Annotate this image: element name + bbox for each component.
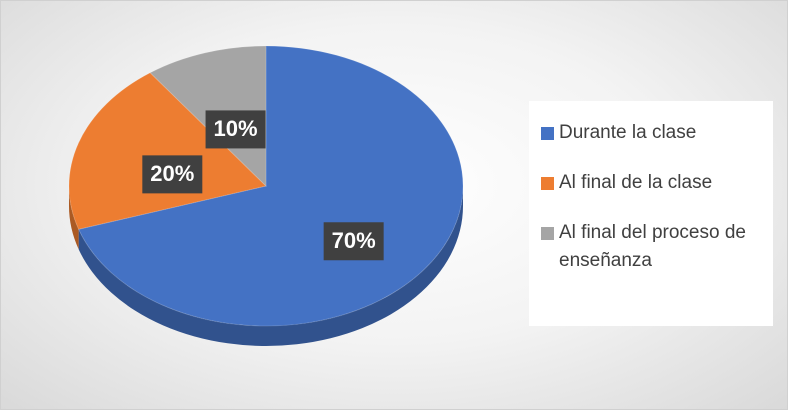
legend-label: Al final del proceso de enseñanza	[559, 222, 746, 271]
legend-label: Durante la clase	[559, 122, 697, 143]
value-label: 20%	[150, 161, 194, 186]
value-label-box	[142, 155, 203, 194]
legend-item: Al final de la clase	[541, 169, 763, 197]
legend-item: Al final del proceso de enseñanza	[541, 219, 763, 275]
legend-swatch	[541, 227, 554, 240]
value-label-box	[205, 110, 266, 149]
slice	[68, 72, 268, 230]
slice-side	[69, 186, 79, 250]
legend-swatch	[541, 127, 554, 140]
legend-item: Durante la clase	[541, 119, 763, 147]
value-label: 10%	[214, 116, 258, 141]
legend: Durante la clase Al final de la clase Al f…	[529, 101, 773, 326]
legend-swatch	[541, 177, 554, 190]
value-label: 70%	[332, 228, 376, 253]
legend-label: Al final de la clase	[559, 172, 713, 193]
value-label-box	[323, 222, 384, 261]
